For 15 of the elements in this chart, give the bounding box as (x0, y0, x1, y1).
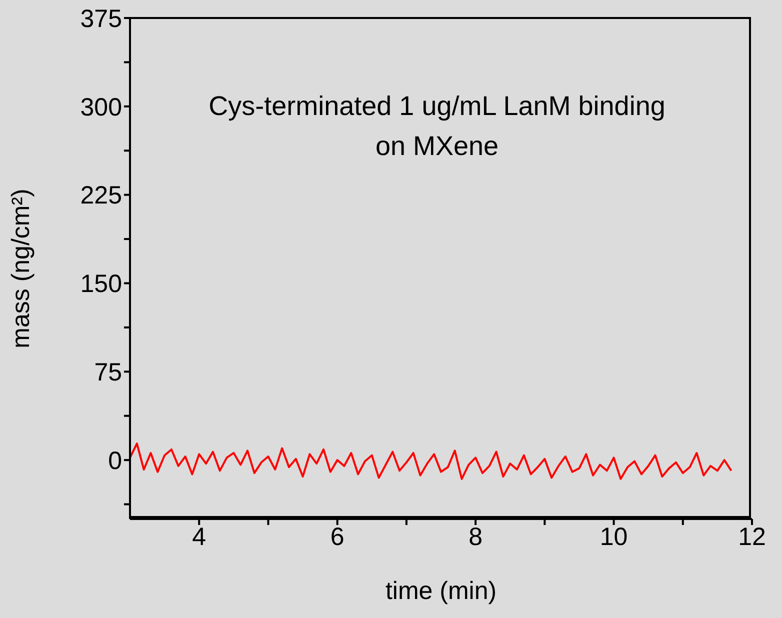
x-tick-label: 10 (600, 522, 628, 551)
x-axis-title: time (min) (385, 577, 497, 605)
x-tick-label: 4 (192, 522, 206, 551)
y-axis-title: mass (ng/cm²) (6, 188, 35, 348)
y-tick-label: 225 (80, 182, 122, 210)
x-tick-label: 6 (330, 522, 344, 551)
y-tick-label: 75 (94, 358, 122, 387)
y-tick-label: 0 (108, 446, 122, 475)
y-tick-label: 375 (80, 4, 122, 33)
annotation: Cys-terminated 1 ug/mL LanM binding on MXene (208, 90, 666, 163)
x-tick-label: 8 (468, 522, 483, 551)
x-tick-label: 12 (738, 522, 766, 551)
line-series (130, 442, 732, 480)
y-tick-label: 150 (80, 270, 122, 298)
y-tick-label: 300 (80, 93, 122, 122)
